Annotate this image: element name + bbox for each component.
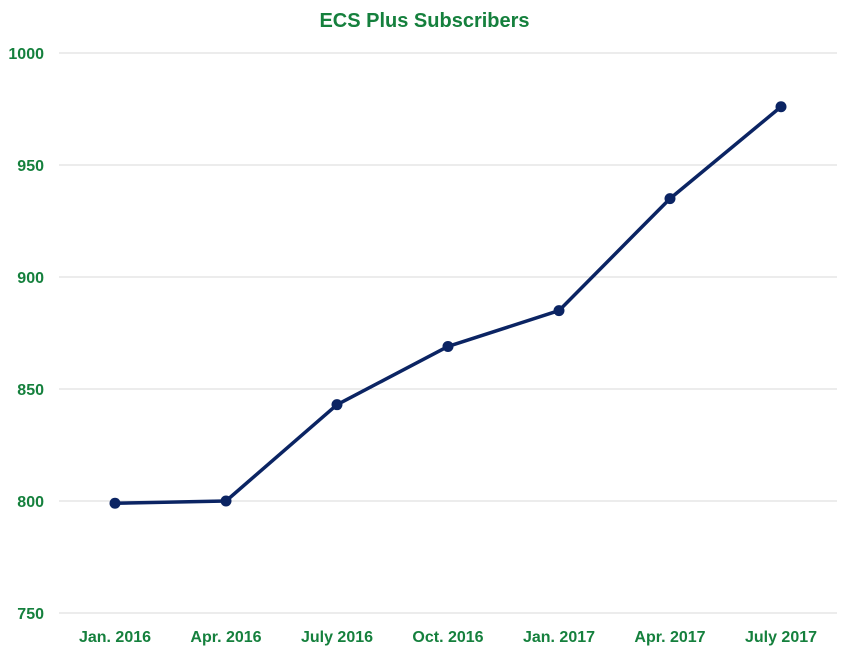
data-point <box>220 495 232 507</box>
series-line-0 <box>113 105 783 505</box>
data-point <box>553 305 565 317</box>
y-tick-label: 900 <box>17 270 44 287</box>
x-axis-ticks: Jan. 2016 Apr. 2016 July 2016 Oct. 2016 Jan.… <box>79 629 817 646</box>
x-tick-label: Apr. 2017 <box>634 629 705 646</box>
y-axis-ticks: 750 800 850 900 950 1000 <box>8 46 44 623</box>
chart-title: ECS Plus Subscribers <box>319 10 530 32</box>
x-tick-label: July 2017 <box>745 629 817 646</box>
data-point <box>109 497 121 509</box>
y-tick-label: 850 <box>17 382 44 399</box>
x-tick-label: Apr. 2016 <box>190 629 261 646</box>
y-tick-label: 1000 <box>8 46 44 63</box>
y-tick-label: 950 <box>17 158 44 175</box>
data-point <box>775 101 787 113</box>
gridlines <box>59 52 837 614</box>
data-point <box>664 193 676 205</box>
x-tick-label: July 2016 <box>301 629 373 646</box>
series-lines <box>113 105 783 505</box>
data-point <box>442 340 454 352</box>
y-tick-label: 750 <box>17 606 44 623</box>
data-point <box>331 399 343 411</box>
x-tick-label: Oct. 2016 <box>412 629 483 646</box>
x-tick-label: Jan. 2016 <box>79 629 151 646</box>
series-points <box>109 101 787 509</box>
x-tick-label: Jan. 2017 <box>523 629 595 646</box>
y-tick-label: 800 <box>17 494 44 511</box>
